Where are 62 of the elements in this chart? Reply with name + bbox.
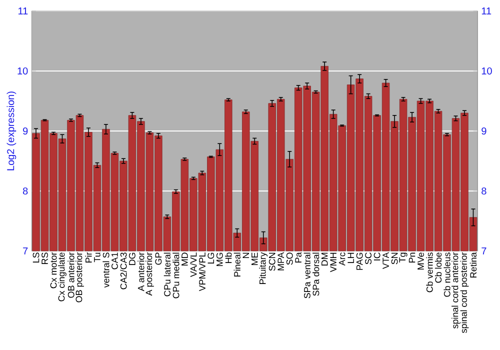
x-tick-label: Tg xyxy=(399,252,408,262)
x-tick-label: Arc xyxy=(338,252,346,266)
x-tick-label: MD xyxy=(182,252,188,266)
x-tick-label: Hb xyxy=(225,252,232,263)
y2-tick-label: 10 xyxy=(482,67,492,75)
x-tick-label: Pa xyxy=(295,252,302,262)
x-tick-label: LH xyxy=(348,252,354,263)
y-tick-label: 9 xyxy=(23,127,28,135)
x-tick-label: Cx cingulate xyxy=(58,252,66,302)
x-tick-label: VA/VL xyxy=(190,252,197,277)
x-tick-label: SCN xyxy=(268,252,276,271)
y2-tick-label: 8 xyxy=(482,187,486,195)
x-tick-label: ME xyxy=(252,252,258,265)
x-tick-label: DM xyxy=(321,252,328,266)
x-tick-label: MG xyxy=(216,252,223,266)
x-tick-label: Cb nucleus xyxy=(444,252,450,297)
x-tick-label: CA1 xyxy=(112,252,118,270)
x-tick-label: MPA xyxy=(278,252,284,270)
x-tick-label: CPu medial xyxy=(172,252,180,298)
x-tick-label: SPa ventral xyxy=(304,252,310,298)
x-tick-label: IC xyxy=(374,252,380,260)
x-tick-label: LS xyxy=(32,252,40,262)
x-tick-label: Pituitary xyxy=(259,252,268,284)
y-tick-label: 8 xyxy=(22,187,28,195)
x-tick-label: GP xyxy=(155,252,162,265)
x-tick-label: VTA xyxy=(382,252,389,269)
x-tick-label: Retina xyxy=(470,252,477,278)
x-tick-label: Cb lobe xyxy=(434,252,442,283)
x-tick-label: PAG xyxy=(356,252,363,270)
x-tick-label: VPM/VPL xyxy=(198,252,206,292)
x-tick-label: MVe xyxy=(418,252,424,270)
x-tick-label: spinal cord posterior xyxy=(460,252,469,333)
x-tick-label: A posterior xyxy=(145,252,154,296)
x-tick-label: LG xyxy=(208,252,214,264)
y2-tick-label: 11 xyxy=(482,8,492,14)
y-tick-label: 7 xyxy=(23,248,28,254)
x-tick-label: OB posterior xyxy=(76,252,84,302)
x-tick-label: OB anterior xyxy=(68,252,74,298)
y-tick-label: 11 xyxy=(18,8,28,14)
x-tick-label: VMH xyxy=(330,252,336,272)
y2-tick-label: 7 xyxy=(482,248,486,254)
y-tick-label: 10 xyxy=(18,67,28,75)
x-tick-label: DG xyxy=(129,252,136,265)
x-tick-label: CPu lateral xyxy=(164,252,170,296)
x-tick-label: SN xyxy=(391,252,398,264)
x-tick-label: SO xyxy=(286,252,293,265)
x-tick-label: Cx motor xyxy=(50,252,57,288)
x-tick-label: Cb vermis xyxy=(426,252,433,292)
y2-tick-label: 9 xyxy=(482,127,486,135)
x-tick-label: SC xyxy=(365,252,372,264)
x-tick-label: Pn xyxy=(408,252,416,262)
x-tick-label: Tu xyxy=(94,252,100,262)
x-tick-label: Pir xyxy=(85,252,92,262)
y-axis-title: Log2 (expression) xyxy=(6,92,16,170)
x-tick-label: SPa dorsal xyxy=(312,252,320,296)
x-tick-label: N xyxy=(242,252,249,258)
x-tick-label: CA2/CA3 xyxy=(120,252,127,290)
x-tick-label: RS xyxy=(42,252,48,264)
x-tick-label: A anterior xyxy=(138,252,144,292)
x-tick-label: spinal cord anterior xyxy=(452,252,460,328)
x-tick-label: ventral S xyxy=(102,252,110,288)
x-tick-label: Pineal xyxy=(234,252,240,276)
